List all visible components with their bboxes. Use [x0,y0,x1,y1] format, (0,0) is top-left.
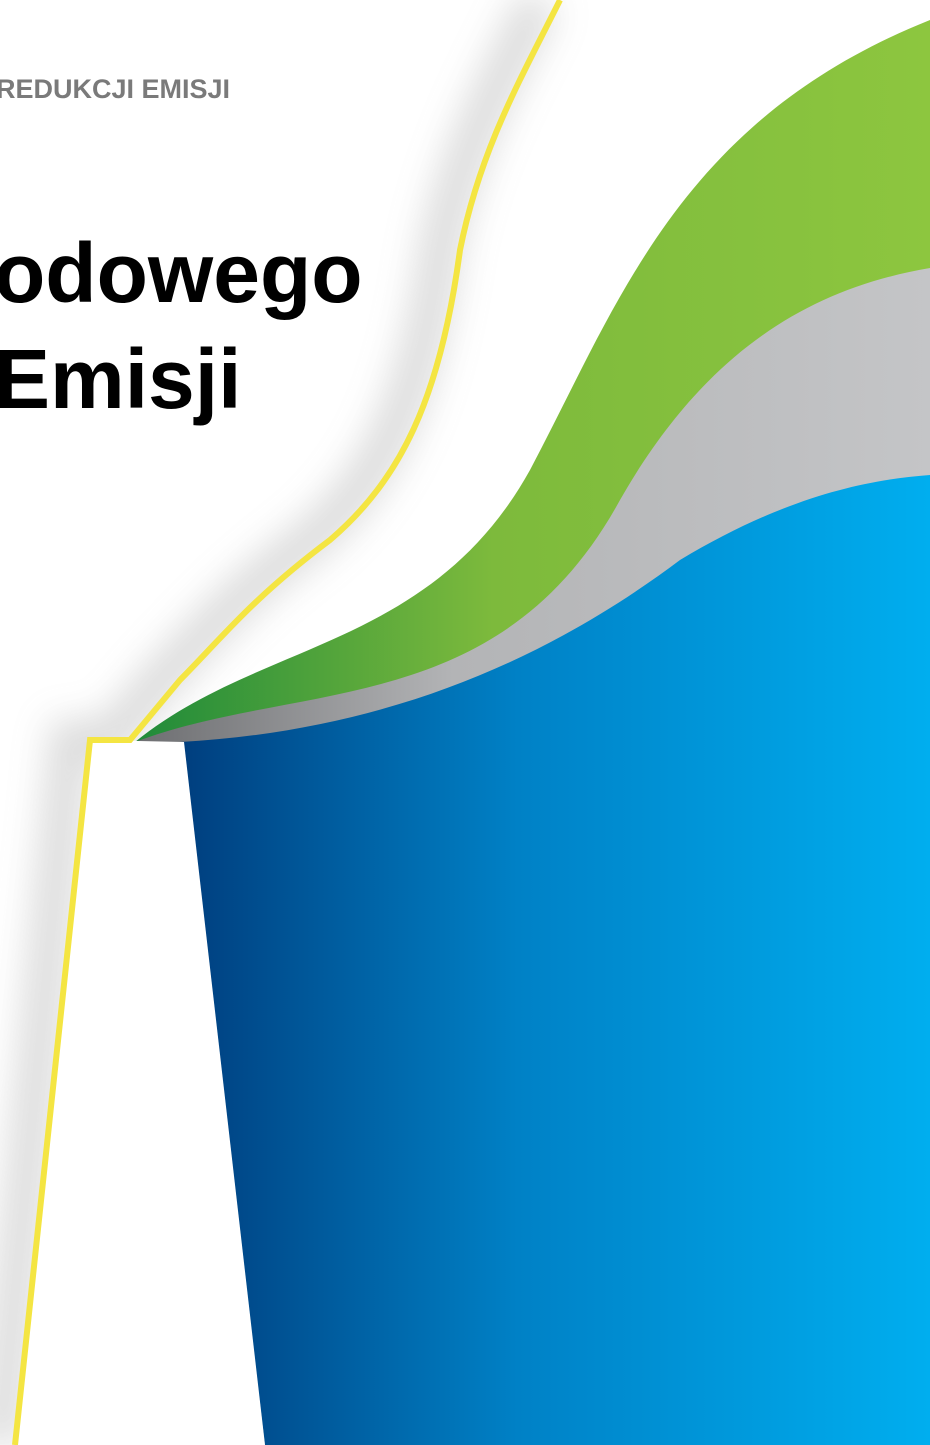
blue-wave [180,475,930,1445]
white-chimney [15,740,265,1445]
title-line: Emisji [0,332,241,426]
shadow [0,0,558,1445]
yellow-outline [12,0,563,1445]
title-line: odowego [0,226,363,320]
subtitle: REDUKCJI EMISJI [0,74,230,104]
